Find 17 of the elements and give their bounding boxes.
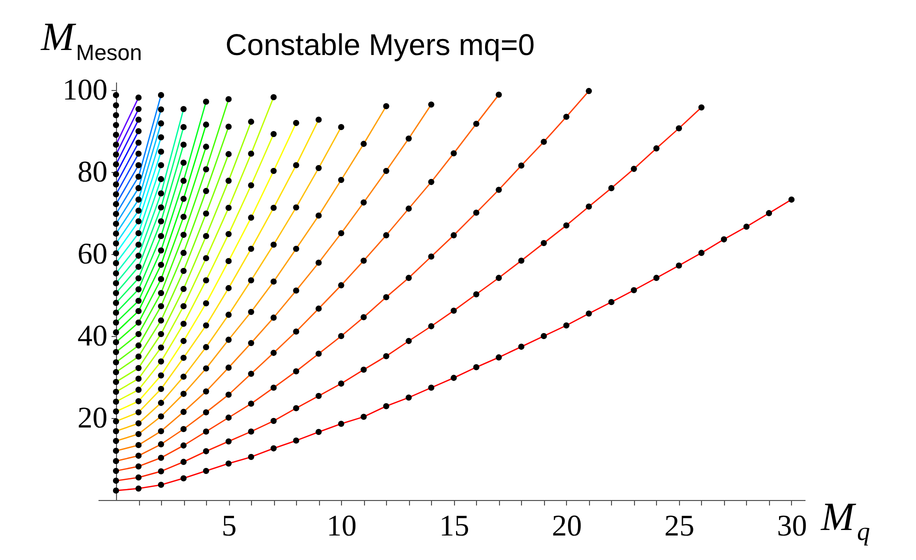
point bbox=[112, 122, 120, 128]
y-tick-label: 20 bbox=[78, 402, 108, 435]
y-tick-label: 40 bbox=[78, 320, 108, 353]
y-tick-label: 60 bbox=[78, 238, 108, 271]
x-tick-label: 25 bbox=[664, 510, 694, 542]
point bbox=[112, 112, 120, 118]
x-tick-label: 30 bbox=[776, 510, 807, 542]
chart-title: Constable Myers mq=0 bbox=[225, 29, 535, 62]
point bbox=[112, 92, 120, 98]
x-tick-label: 15 bbox=[439, 510, 470, 542]
point bbox=[112, 132, 120, 138]
point bbox=[112, 102, 120, 108]
x-tick-label: 10 bbox=[326, 510, 357, 542]
x-tick-label: 5 bbox=[222, 510, 237, 542]
x-tick-label: 20 bbox=[552, 510, 582, 542]
y-tick-label: 80 bbox=[78, 156, 108, 189]
y-tick-label: 100 bbox=[62, 74, 108, 107]
